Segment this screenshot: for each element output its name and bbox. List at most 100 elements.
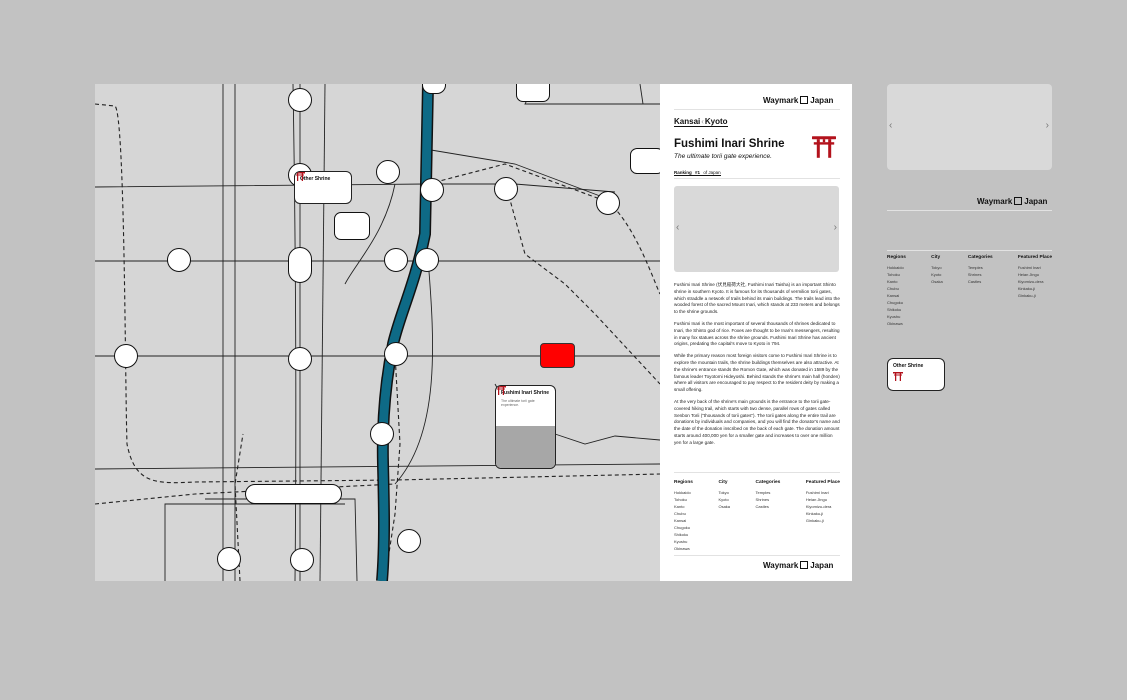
footer-col-city: City Tokyo Kyoto Osaka: [718, 480, 730, 552]
footer-col-categories: Categories Temples Shrines Castles: [968, 255, 993, 327]
footer-heading: Categories: [967, 255, 993, 260]
map-pin[interactable]: [494, 177, 518, 201]
component-gallery[interactable]: ‹ ›: [887, 84, 1052, 170]
chevron-left-icon[interactable]: ‹: [889, 120, 893, 131]
chevron-right-icon[interactable]: ›: [833, 222, 837, 233]
map-roads: [95, 84, 660, 581]
chevron-left-icon[interactable]: ‹: [676, 222, 680, 233]
map[interactable]: Other Shrine Fushimi Inari Shrine The ul…: [95, 84, 660, 581]
map-pin[interactable]: [167, 248, 191, 272]
brand-name-left: Waymark: [763, 561, 799, 570]
brand-logo[interactable]: Waymark Japan: [763, 96, 833, 105]
footer-link[interactable]: Shrines: [755, 497, 770, 502]
footer-link[interactable]: Okinawa: [887, 321, 903, 326]
map-pin[interactable]: [384, 248, 408, 272]
map-pin[interactable]: [370, 422, 394, 446]
footer-link[interactable]: Kiyomizu-dera: [1017, 279, 1044, 284]
footer-link[interactable]: Tokyo: [931, 265, 942, 270]
footer-link[interactable]: Temples: [755, 490, 771, 495]
footer-link[interactable]: Okinawa: [674, 546, 690, 551]
divider: [674, 472, 840, 473]
footer-link[interactable]: Fushimi Inari: [805, 490, 829, 495]
divider: [674, 555, 840, 556]
map-pin[interactable]: [288, 347, 312, 371]
footer-link[interactable]: Ginkaku-ji: [805, 518, 824, 523]
map-pin[interactable]: [376, 160, 400, 184]
map-pin[interactable]: [334, 212, 370, 240]
footer-link[interactable]: Kiyomizu-dera: [805, 504, 832, 509]
footer-link[interactable]: Chugoku: [887, 300, 904, 305]
component-brand-logo[interactable]: Waymark Japan: [977, 197, 1047, 206]
footer-col-regions: Regions Hokkaido Tohoku Kanto Chubu Kans…: [887, 255, 906, 327]
selected-map-pin[interactable]: [540, 343, 575, 368]
map-pin[interactable]: [217, 547, 241, 571]
footer-link[interactable]: Castles: [967, 279, 982, 284]
footer-link[interactable]: Tohoku: [674, 497, 687, 502]
footer-link[interactable]: Heian Jingu: [805, 497, 827, 502]
footer-link[interactable]: Tohoku: [887, 272, 900, 277]
footer-link[interactable]: Kansai: [887, 293, 900, 298]
component-map-card-other-shrine[interactable]: Other Shrine: [887, 358, 945, 391]
footer-heading: Categories: [755, 480, 781, 485]
footer-link[interactable]: Hokkaido: [887, 265, 904, 270]
map-pin[interactable]: [630, 148, 660, 174]
footer-link[interactable]: Shrines: [967, 272, 982, 277]
footer-link[interactable]: Kyushu: [887, 314, 901, 319]
chevron-right-icon[interactable]: ›: [1045, 120, 1049, 131]
footer-link[interactable]: Kyoto: [718, 497, 729, 502]
footer-link[interactable]: Chugoku: [674, 525, 691, 530]
page-title: Fushimi Inari Shrine: [674, 138, 785, 150]
brand-logo-footer[interactable]: Waymark Japan: [763, 561, 833, 570]
map-pin[interactable]: [288, 247, 312, 283]
footer-link[interactable]: Fushimi Inari: [1017, 265, 1041, 270]
map-card-selected-shrine[interactable]: Fushimi Inari Shrine The ultimate torii …: [495, 385, 556, 469]
map-pin[interactable]: [288, 88, 312, 112]
footer-link[interactable]: Kyushu: [674, 539, 688, 544]
footer-link[interactable]: Kinkaku-ji: [1017, 286, 1036, 291]
breadcrumb-city[interactable]: Kyoto: [704, 117, 728, 126]
breadcrumb: Kansai‹Kyoto: [674, 117, 728, 127]
footer-col-featured: Featured Place Fushimi Inari Heian Jingu…: [806, 480, 840, 552]
footer-link[interactable]: Ginkaku-ji: [1017, 293, 1036, 298]
map-pin[interactable]: [290, 548, 314, 572]
map-pin[interactable]: [516, 84, 550, 102]
footer-link[interactable]: Chubu: [887, 286, 899, 291]
image-gallery[interactable]: ‹ ›: [674, 186, 839, 272]
footer-link[interactable]: Kanto: [674, 504, 685, 509]
map-pin[interactable]: [415, 248, 439, 272]
footer-link[interactable]: Shikoku: [674, 532, 689, 537]
map-pin[interactable]: [114, 344, 138, 368]
footer-link[interactable]: Osaka: [931, 279, 943, 284]
divider: [887, 250, 1052, 251]
info-panel: Waymark Japan Kansai‹Kyoto Fushimi Inari …: [660, 84, 852, 581]
article-paragraph: While the primary reason most foreign vi…: [674, 353, 840, 393]
ranking-suffix: of Japan: [703, 170, 721, 175]
footer-col-regions: Regions Hokkaido Tohoku Kanto Chubu Kans…: [674, 480, 693, 552]
breadcrumb-region[interactable]: Kansai: [674, 117, 701, 126]
ranking[interactable]: Ranking #1 of Japan: [674, 170, 721, 176]
map-card-title: Other Shrine: [300, 176, 331, 182]
footer-link[interactable]: Castles: [755, 504, 769, 509]
map-pin[interactable]: [384, 342, 408, 366]
footer-link[interactable]: Kinkaku-ji: [805, 511, 824, 516]
footer-heading: City: [718, 480, 728, 485]
footer-link[interactable]: Osaka: [718, 504, 731, 509]
footer-link[interactable]: Heian Jingu: [1017, 272, 1039, 277]
map-card-other-shrine[interactable]: Other Shrine: [294, 171, 352, 204]
footer-heading: Featured Place: [1017, 255, 1052, 260]
footer-link[interactable]: Hokkaido: [674, 490, 691, 495]
brand-square-icon: [1014, 197, 1023, 205]
article-body: Fushimi Inari Shrine (伏見稲荷大社, Fushimi In…: [674, 282, 840, 452]
footer-link[interactable]: Kyoto: [931, 272, 942, 277]
footer-link[interactable]: Tokyo: [718, 490, 729, 495]
map-pin[interactable]: [596, 191, 620, 215]
footer-link[interactable]: Chubu: [674, 511, 686, 516]
map-pin[interactable]: [397, 529, 421, 553]
footer-link[interactable]: Shikoku: [887, 307, 902, 312]
footer-link[interactable]: Temples: [967, 265, 983, 270]
map-pin[interactable]: [245, 484, 342, 504]
map-card-title: Other Shrine: [893, 363, 924, 369]
map-pin[interactable]: [420, 178, 444, 202]
footer-link[interactable]: Kansai: [674, 518, 687, 523]
footer-link[interactable]: Kanto: [887, 279, 898, 284]
